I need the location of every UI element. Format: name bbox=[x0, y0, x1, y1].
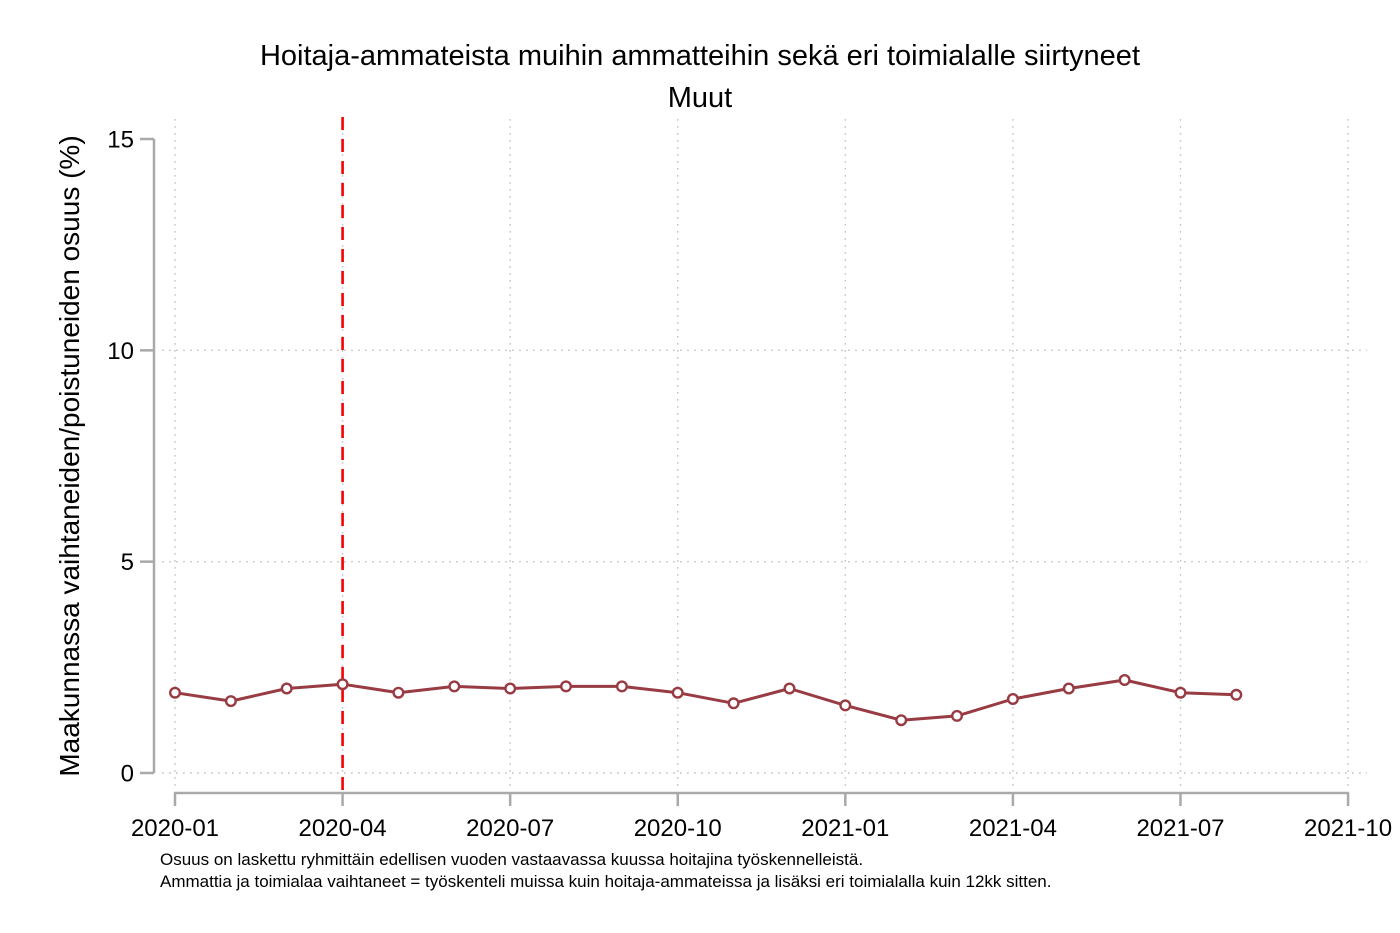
gridlines bbox=[162, 119, 1367, 791]
data-point-marker bbox=[336, 678, 349, 691]
y-tick-label: 15 bbox=[107, 127, 134, 154]
data-point-marker bbox=[1174, 686, 1187, 699]
data-point-marker bbox=[1118, 674, 1131, 687]
data-point-marker bbox=[392, 686, 405, 699]
data-point-marker bbox=[615, 680, 628, 693]
footnote-line-1: Osuus on laskettu ryhmittäin edellisen v… bbox=[160, 850, 864, 869]
data-point-marker bbox=[1062, 682, 1075, 695]
data-point-marker bbox=[783, 682, 796, 695]
x-tick-label: 2021-10 bbox=[1304, 815, 1392, 842]
axes bbox=[140, 137, 1350, 806]
data-point-marker bbox=[560, 680, 573, 693]
x-tick-label: 2020-04 bbox=[299, 815, 387, 842]
x-tick-label: 2020-07 bbox=[466, 815, 554, 842]
data-point-marker bbox=[224, 695, 237, 708]
x-tick-label: 2021-01 bbox=[801, 815, 889, 842]
data-point-marker bbox=[280, 682, 293, 695]
data-point-marker bbox=[671, 686, 684, 699]
series-line bbox=[173, 678, 1238, 722]
chart-title: Hoitaja-ammateista muihin ammatteihin se… bbox=[259, 40, 1140, 72]
x-tick-label: 2021-07 bbox=[1136, 815, 1224, 842]
y-tick-label: 5 bbox=[121, 549, 134, 576]
y-tick-labels: 0 5 10 15 bbox=[107, 127, 134, 788]
chart-subtitle: Muut bbox=[667, 82, 733, 114]
y-tick-label: 0 bbox=[121, 761, 134, 788]
data-point-marker bbox=[1006, 693, 1019, 706]
x-tick-labels: 2020-01 2020-04 2020-07 2020-10 2021-01 2021-… bbox=[131, 815, 1392, 842]
y-tick-label: 10 bbox=[107, 338, 134, 365]
data-point-marker bbox=[1230, 688, 1243, 701]
chart-footnotes: Osuus on laskettu ryhmittäin edellisen v… bbox=[160, 849, 1051, 893]
x-tick-label: 2020-01 bbox=[131, 815, 219, 842]
x-tick-label: 2021-04 bbox=[969, 815, 1057, 842]
x-tick-label: 2020-10 bbox=[634, 815, 722, 842]
data-point-marker bbox=[839, 699, 852, 712]
series-markers bbox=[168, 674, 1243, 727]
footnote-line-2: Ammattia ja toimialaa vaihtaneet = työsk… bbox=[160, 872, 1052, 891]
data-point-marker bbox=[951, 709, 964, 722]
data-point-marker bbox=[448, 680, 461, 693]
data-point-marker bbox=[168, 686, 181, 699]
data-point-marker bbox=[504, 682, 517, 695]
data-point-marker bbox=[895, 714, 908, 727]
data-point-marker bbox=[727, 697, 740, 710]
